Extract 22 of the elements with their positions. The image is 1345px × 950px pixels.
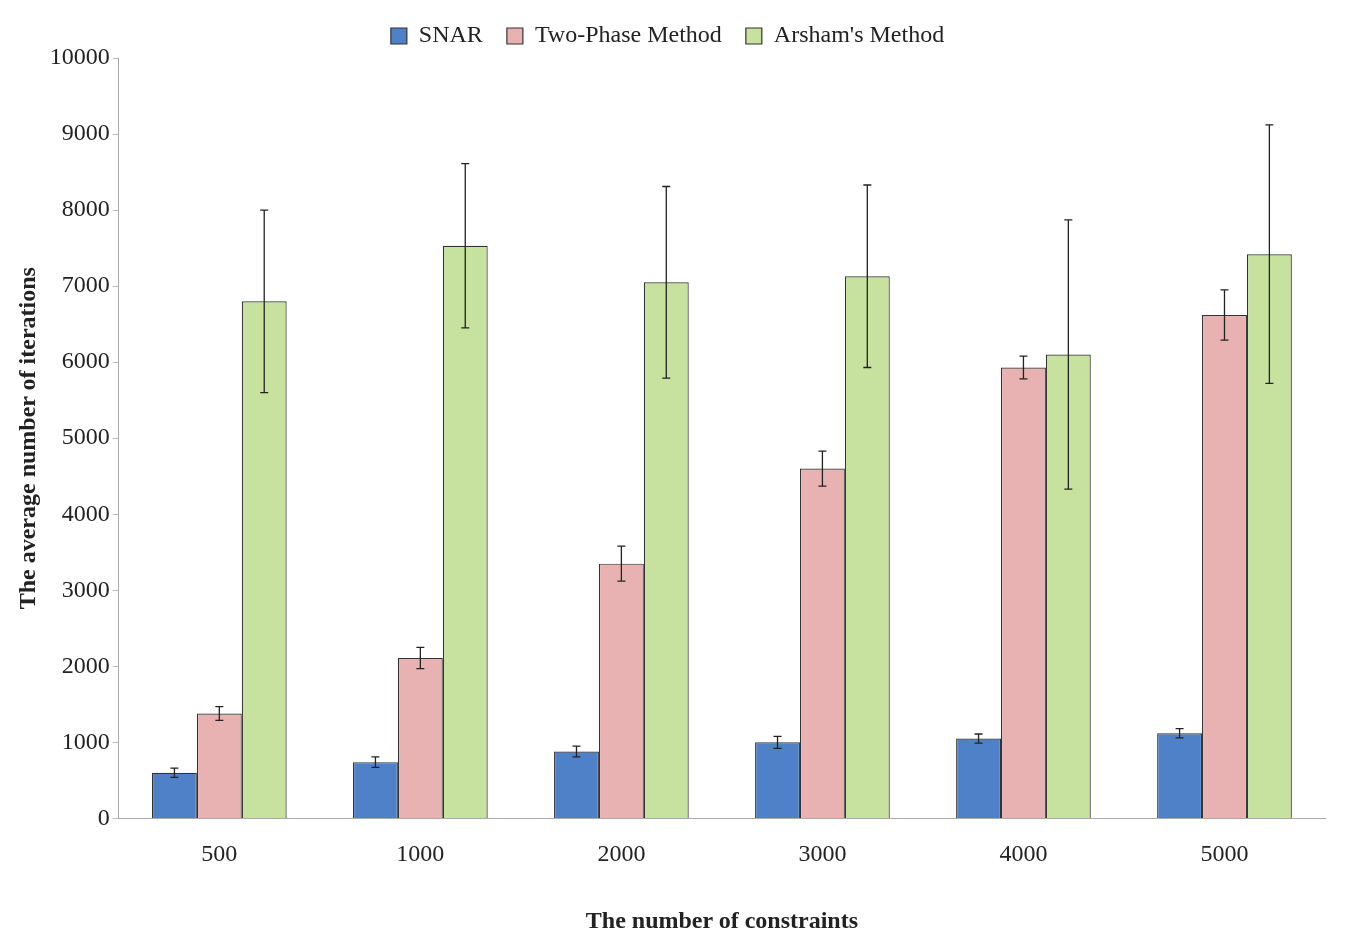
y-tick-label: 9000 xyxy=(61,119,110,146)
x-tick-label: 1000 xyxy=(396,840,445,867)
y-tick-label: 1000 xyxy=(61,727,110,754)
x-tick-label: 2000 xyxy=(597,840,646,867)
legend-label: Arsham's Method xyxy=(773,21,945,48)
legend-label: Two-Phase Method xyxy=(534,21,722,48)
y-tick-label: 6000 xyxy=(61,347,110,374)
x-tick-label: 3000 xyxy=(798,840,847,867)
x-tick-label: 4000 xyxy=(999,840,1048,867)
y-tick-label: 5000 xyxy=(61,423,110,450)
y-tick-label: 3000 xyxy=(61,575,110,602)
y-tick-label: 8000 xyxy=(61,195,110,222)
y-tick-label: 7000 xyxy=(61,271,110,298)
y-tick-label: 0 xyxy=(97,803,110,830)
x-tick-label: 5000 xyxy=(1200,840,1249,867)
y-axis-title: The average number of iterations xyxy=(13,267,40,610)
x-tick-label: 500 xyxy=(201,840,238,867)
x-axis-title: The number of constraints xyxy=(585,906,859,933)
y-tick-label: 10000 xyxy=(49,43,110,70)
y-tick-label: 2000 xyxy=(61,651,110,678)
y-tick-label: 4000 xyxy=(61,499,110,526)
legend-label: SNAR xyxy=(418,21,483,48)
